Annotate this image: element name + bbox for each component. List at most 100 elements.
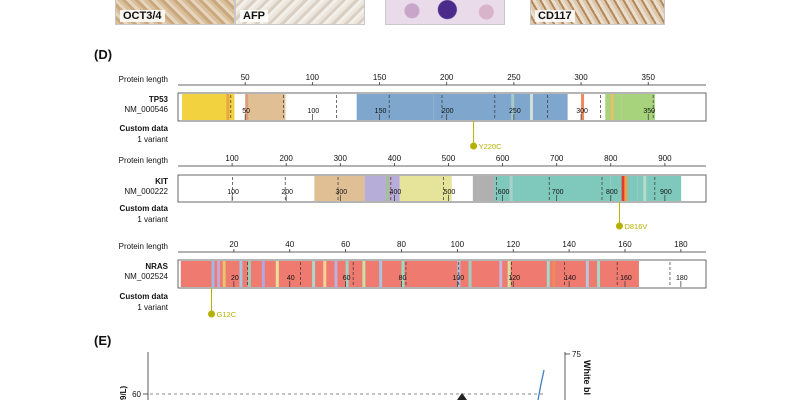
domain-stripe [261, 261, 265, 287]
micrograph-label: CD117 [535, 10, 575, 22]
protein-axis-tick-label: 40 [285, 240, 294, 249]
protein-axis-tick-label: 100 [306, 73, 320, 82]
protein-axis-tick-label: 600 [496, 154, 510, 163]
domain-stripe [386, 176, 390, 201]
micrograph-afp: AFP [235, 0, 365, 25]
domain-stripe [546, 261, 550, 287]
domain-stripe [552, 261, 556, 287]
inside-tick-label: 140 [564, 275, 576, 282]
panel-e-letter: (E) [94, 333, 112, 348]
variant-dot [208, 310, 216, 318]
variant-label-g12c: G12C [217, 310, 237, 319]
inside-tick-label: 40 [287, 275, 295, 282]
domain-stripe [275, 261, 279, 287]
gene-name-kit: KIT [155, 177, 168, 186]
protein-length-label: Protein length [119, 156, 168, 165]
protein-axis-tick-label: 60 [341, 240, 350, 249]
left-y-axis-label: 9/L) [119, 385, 128, 400]
protein-axis-tick-label: 500 [442, 154, 456, 163]
protein-axis-tick-label: 100 [225, 154, 239, 163]
domain-stripe [597, 261, 601, 287]
protein-axis-tick-label: 160 [618, 240, 632, 249]
domain-stripe [610, 94, 614, 120]
inside-tick-label: 120 [508, 275, 520, 282]
domain-stripe [226, 94, 230, 120]
domain-stripe [217, 261, 221, 287]
inside-tick-label: 20 [231, 275, 239, 282]
custom-data-label: Custom data [120, 292, 169, 301]
custom-data-label: Custom data [120, 124, 169, 133]
micrograph-cd117: CD117 [530, 0, 665, 25]
accession-tp53: NM_000546 [124, 105, 168, 114]
domain-stripe [379, 261, 383, 287]
left-y-tick-label: 60 [132, 390, 141, 399]
inside-tick-label: 80 [399, 275, 407, 282]
domain-stripe [643, 176, 647, 201]
inside-tick-label: 800 [606, 189, 618, 196]
protein-axis-tick-label: 150 [373, 73, 387, 82]
domain-stripe [323, 261, 327, 287]
inside-tick-label: 250 [509, 108, 521, 115]
inside-tick-label: 160 [620, 275, 632, 282]
variant-dot [615, 222, 623, 230]
protein-axis-tick-label: 700 [550, 154, 564, 163]
domain-stripe [222, 261, 226, 287]
variant-count-label: 1 variant [137, 135, 168, 144]
variant-label-d816v: D816V [624, 222, 647, 231]
inside-tick-label: 300 [335, 189, 347, 196]
variant-dot [470, 142, 478, 150]
domain-stripe [624, 176, 628, 201]
domain-stripe [507, 261, 511, 287]
series-line [537, 369, 545, 400]
protein-axis-tick-label: 200 [280, 154, 294, 163]
panel-d-letter: (D) [94, 47, 113, 62]
protein-domain [494, 176, 611, 201]
protein-domain [399, 176, 452, 201]
domain-stripe [312, 261, 316, 287]
domain-stripe [530, 94, 533, 120]
protein-domain [472, 176, 495, 201]
protein-length-label: Protein length [119, 242, 168, 251]
domain-stripe [581, 94, 585, 120]
protein-axis-tick-label: 20 [229, 240, 238, 249]
right-y-axis-label: White bl [582, 360, 592, 395]
domain-stripe [621, 176, 625, 201]
inside-tick-label: 100 [308, 108, 320, 115]
micrograph-label: AFP [240, 10, 268, 22]
gene-name-tp53: TP53 [149, 95, 169, 104]
inside-tick-label: 400 [390, 189, 402, 196]
protein-axis-tick-label: 900 [658, 154, 672, 163]
protein-axis-tick-label: 180 [674, 240, 688, 249]
inside-tick-label: 100 [453, 275, 465, 282]
protein-domain [364, 176, 400, 201]
protein-domain [247, 94, 286, 120]
domain-stripe [511, 94, 515, 120]
event-marker [457, 393, 467, 400]
inside-tick-label: 700 [552, 189, 564, 196]
protein-axis-tick-label: 800 [604, 154, 618, 163]
inside-tick-label: 50 [242, 108, 250, 115]
micrograph-label: OCT3/4 [120, 10, 165, 22]
inside-tick-label: 200 [442, 108, 454, 115]
protein-axis-tick-label: 50 [241, 73, 250, 82]
protein-axis-tick-label: 400 [388, 154, 402, 163]
protein-domain [314, 176, 365, 201]
inside-tick-label: 150 [375, 108, 387, 115]
protein-axis-tick-label: 350 [642, 73, 656, 82]
inside-tick-label: 500 [444, 189, 456, 196]
inside-tick-label: 60 [343, 275, 351, 282]
inside-tick-label: 100 [227, 189, 239, 196]
protein-domain [261, 261, 625, 287]
accession-kit: NM_000222 [124, 187, 168, 196]
variant-count-label: 1 variant [137, 215, 168, 224]
inside-tick-label: 180 [676, 275, 688, 282]
custom-data-label: Custom data [120, 204, 169, 213]
variant-label-y220c: Y220C [479, 142, 503, 151]
domain-stripe [245, 94, 249, 120]
domain-stripe [247, 261, 251, 287]
inside-tick-label: 300 [576, 108, 588, 115]
protein-axis-tick-label: 300 [334, 154, 348, 163]
inside-tick-label: 350 [643, 108, 655, 115]
protein-axis-tick-label: 200 [440, 73, 454, 82]
